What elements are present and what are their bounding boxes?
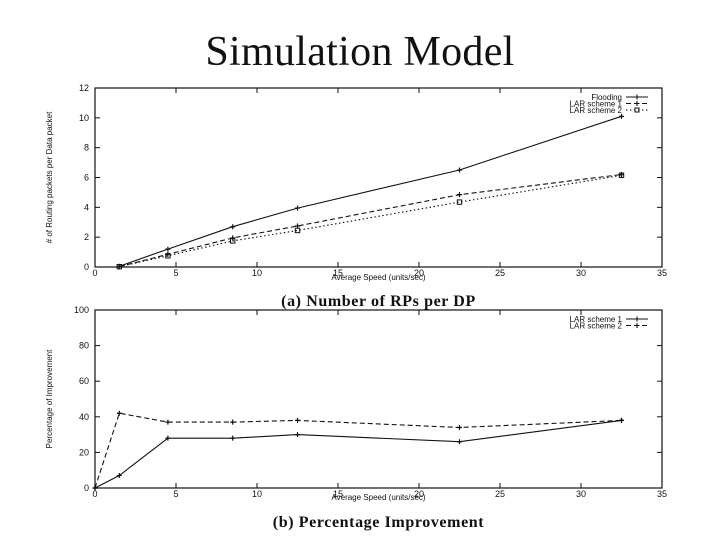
- y-tick-label: 2: [84, 232, 89, 242]
- data-point: [457, 439, 462, 445]
- y-tick-label: 8: [84, 143, 89, 153]
- data-point: [116, 410, 122, 416]
- chart-caption: (b) Percentage Improvement: [273, 514, 484, 531]
- plot-frame: [94, 309, 663, 489]
- data-point: [295, 205, 300, 211]
- series-line: [94, 412, 622, 489]
- data-point: [294, 227, 301, 234]
- y-tick-label: 0: [84, 483, 89, 493]
- legend-marker: [634, 101, 640, 106]
- y-tick-label: 4: [84, 202, 89, 212]
- x-tick-label: 25: [495, 268, 505, 278]
- series-line: [119, 173, 622, 268]
- slide-title: Simulation Model: [205, 29, 515, 75]
- x-tick-label: 15: [333, 268, 343, 278]
- y-tick-label: 20: [79, 447, 89, 457]
- data-point: [92, 485, 98, 491]
- x-tick-label: 10: [252, 268, 262, 278]
- legend-label: LAR scheme 2: [570, 106, 623, 115]
- x-tick-label: 35: [657, 268, 667, 278]
- data-point: [456, 199, 463, 205]
- data-point: [457, 192, 462, 198]
- y-tick-label: 10: [79, 113, 89, 123]
- data-point: [165, 435, 171, 441]
- y-tick-label: 80: [79, 341, 89, 351]
- legend-marker: [634, 323, 640, 328]
- y-tick-label: 40: [79, 412, 89, 422]
- x-tick-label: 35: [657, 489, 667, 499]
- data-point: [230, 224, 236, 230]
- data-point: [619, 113, 624, 119]
- chart-caption: (a) Number of RPs per DP: [281, 293, 476, 310]
- x-tick-label: 30: [576, 489, 586, 499]
- series-line: [119, 174, 622, 268]
- data-point: [165, 251, 171, 257]
- data-point: [116, 473, 122, 479]
- chart-percentage-improvement: 0 5 10 15 20 25 30 35 0 20 40 60 80 100 Average Speed …: [45, 305, 667, 531]
- legend-marker: [634, 107, 640, 113]
- y-tick-label: 60: [79, 376, 89, 386]
- x-tick-label: 25: [495, 489, 505, 499]
- x-tick-label: 10: [252, 489, 262, 499]
- y-tick-label: 0: [84, 262, 89, 272]
- legend-label: Flooding: [591, 93, 622, 102]
- x-axis-label: Average Speed (units/sec): [331, 493, 425, 502]
- x-axis-label: Average Speed (units/sec): [331, 273, 425, 282]
- x-tick-label: 5: [173, 268, 178, 278]
- x-tick-label: 20: [414, 268, 424, 278]
- data-point: [457, 424, 462, 430]
- data-point: [165, 253, 171, 259]
- data-point: [165, 419, 171, 425]
- x-tick-label: 5: [173, 489, 178, 499]
- legend-label: LAR scheme 2: [570, 322, 623, 331]
- data-point: [619, 417, 624, 423]
- data-point: [165, 246, 171, 252]
- x-tick-label: 15: [333, 489, 343, 499]
- y-tick-label: 6: [84, 173, 89, 183]
- data-point: [618, 172, 625, 178]
- chart-rps-per-dp: 0 5 10 15 20 25 30 35 0 2 4 6 8 10 12 Average Speed (un…: [45, 83, 667, 310]
- legend-marker: [634, 316, 640, 322]
- series-line: [94, 419, 622, 489]
- x-tick-label: 0: [92, 489, 97, 499]
- data-point: [116, 264, 122, 270]
- y-tick-label: 100: [74, 305, 89, 315]
- data-point: [457, 167, 462, 173]
- y-axis-label: Percentage of Improvement: [45, 349, 54, 448]
- legend-label: LAR scheme 1: [570, 100, 623, 109]
- x-tick-label: 0: [92, 268, 97, 278]
- data-point: [295, 223, 300, 229]
- data-point: [230, 238, 236, 244]
- x-tick-label: 30: [576, 268, 586, 278]
- data-point: [295, 417, 300, 423]
- data-point: [230, 419, 236, 425]
- legend-label: LAR scheme 1: [570, 315, 623, 324]
- data-point: [295, 432, 300, 438]
- y-tick-label: 12: [79, 83, 89, 93]
- y-axis-label: # of Routing packets per Data packet: [45, 111, 54, 243]
- x-tick-label: 20: [414, 489, 424, 499]
- legend-marker: [634, 94, 640, 100]
- series-line: [119, 115, 622, 267]
- data-point: [230, 235, 236, 241]
- data-point: [230, 435, 236, 441]
